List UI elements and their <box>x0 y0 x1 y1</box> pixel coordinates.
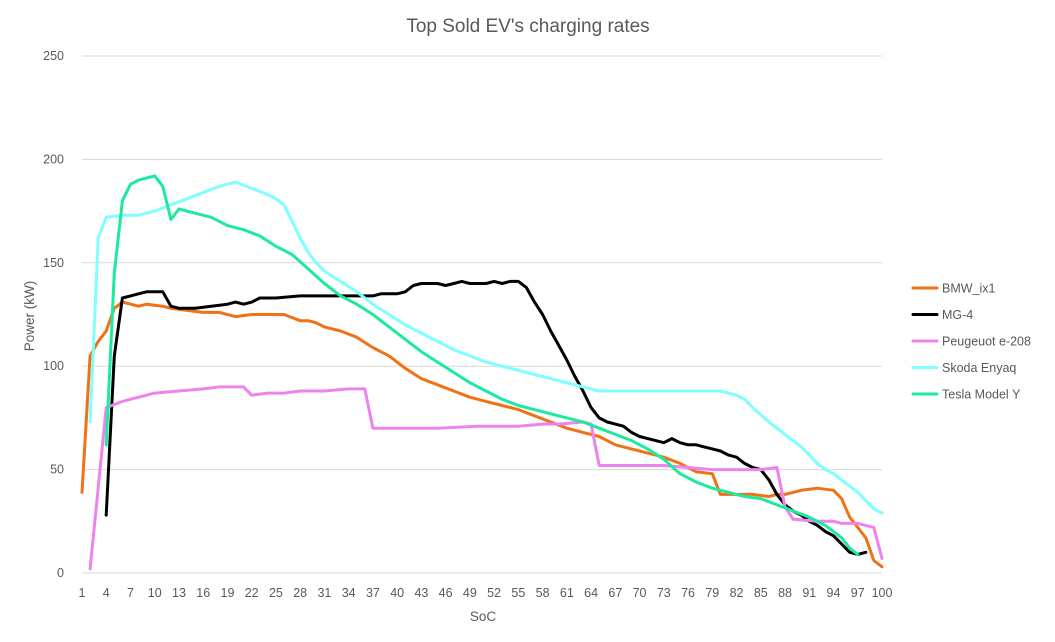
x-axis-ticks: 1 4 7 10 13 16 19 22 25 28 31 34 37 40 43 46 49 52 55 58 61 6… <box>79 586 893 600</box>
x-tick-label: 4 <box>103 586 110 600</box>
x-tick-label: 19 <box>221 586 235 600</box>
x-tick-label: 94 <box>827 586 841 600</box>
x-tick-label: 25 <box>269 586 283 600</box>
x-tick-label: 49 <box>463 586 477 600</box>
legend: BMW_ix1 MG-4 Peugeuot e-208 Skoda Enyaq Tesl… <box>911 282 1031 402</box>
x-tick-label: 28 <box>293 586 307 600</box>
series-line-bmw-ix1 <box>80 300 884 569</box>
x-tick-label: 43 <box>414 586 428 600</box>
x-tick-label: 10 <box>148 586 162 600</box>
x-tick-label: 52 <box>487 586 501 600</box>
chart-title: Top Sold EV's charging rates <box>406 16 649 37</box>
x-tick-label: 22 <box>245 586 259 600</box>
x-tick-label: 85 <box>754 586 768 600</box>
legend-label: Peugeuot e-208 <box>942 335 1031 349</box>
y-tick-label: 250 <box>43 49 64 63</box>
x-tick-label: 37 <box>366 586 380 600</box>
y-axis-label: Power (kW) <box>22 281 37 352</box>
plot-area <box>80 174 884 571</box>
x-tick-label: 82 <box>730 586 744 600</box>
y-tick-label: 150 <box>43 256 64 270</box>
x-tick-label: 40 <box>390 586 404 600</box>
y-tick-label: 50 <box>50 463 64 477</box>
x-tick-label: 73 <box>657 586 671 600</box>
x-axis-label: SoC <box>470 609 497 624</box>
x-tick-label: 1 <box>79 586 86 600</box>
x-tick-label: 70 <box>633 586 647 600</box>
x-tick-label: 13 <box>172 586 186 600</box>
x-tick-label: 64 <box>584 586 598 600</box>
y-axis-ticks: 0 50 100 150 200 250 <box>43 49 64 580</box>
x-tick-label: 16 <box>196 586 210 600</box>
legend-label: Skoda Enyaq <box>942 361 1016 375</box>
x-tick-label: 88 <box>778 586 792 600</box>
series-line-tesla-model-y <box>104 174 860 556</box>
x-tick-label: 61 <box>560 586 574 600</box>
series-line-skoda-enyaq <box>88 180 884 515</box>
legend-label: MG-4 <box>942 308 973 322</box>
x-tick-label: 58 <box>536 586 550 600</box>
x-tick-label: 97 <box>851 586 865 600</box>
x-tick-label: 79 <box>705 586 719 600</box>
legend-label: Tesla Model Y <box>942 388 1021 402</box>
legend-label: BMW_ix1 <box>942 282 996 296</box>
series-line-peugeuot-e-208 <box>88 385 884 571</box>
y-tick-label: 0 <box>57 566 64 580</box>
x-tick-label: 55 <box>511 586 525 600</box>
x-tick-label: 34 <box>342 586 356 600</box>
x-tick-label: 46 <box>439 586 453 600</box>
series-line-mg-4 <box>104 279 868 556</box>
y-tick-label: 200 <box>43 152 64 166</box>
y-tick-label: 100 <box>43 359 64 373</box>
x-tick-label: 91 <box>802 586 816 600</box>
x-tick-label: 100 <box>872 586 893 600</box>
x-tick-label: 76 <box>681 586 695 600</box>
x-tick-label: 7 <box>127 586 134 600</box>
x-tick-label: 31 <box>317 586 331 600</box>
x-tick-label: 67 <box>608 586 622 600</box>
gridlines <box>82 55 882 574</box>
